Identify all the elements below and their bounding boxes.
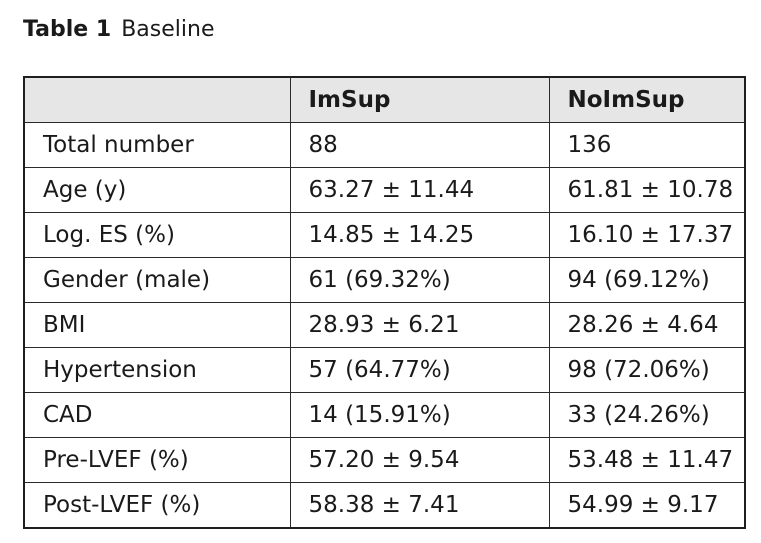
table-row: Gender (male) 61 (69.32%) 94 (69.12%): [23, 257, 746, 303]
row-label: CAD: [23, 392, 291, 438]
imsup-value: 14 (15.91%): [289, 392, 550, 438]
table-label: Table 1: [23, 17, 112, 42]
header-cell-empty: [23, 76, 291, 123]
header-cell-imsup: ImSup: [289, 76, 550, 123]
noimsup-value: 94 (69.12%): [548, 257, 746, 303]
imsup-value: 14.85 ± 14.25: [289, 212, 550, 258]
noimsup-value: 136: [548, 122, 746, 168]
noimsup-value: 33 (24.26%): [548, 392, 746, 438]
table-row: Post-LVEF (%) 58.38 ± 7.41 54.99 ± 9.17: [23, 482, 746, 529]
row-label: Pre-LVEF (%): [23, 437, 291, 483]
table-row: Log. ES (%) 14.85 ± 14.25 16.10 ± 17.37: [23, 212, 746, 258]
table-row: BMI 28.93 ± 6.21 28.26 ± 4.64: [23, 302, 746, 348]
imsup-value: 57 (64.77%): [289, 347, 550, 393]
table-row: Hypertension 57 (64.77%) 98 (72.06%): [23, 347, 746, 393]
imsup-value: 88: [289, 122, 550, 168]
row-label: Log. ES (%): [23, 212, 291, 258]
imsup-value: 57.20 ± 9.54: [289, 437, 550, 483]
table-caption: Table 1 Baseline: [23, 16, 214, 44]
noimsup-value: 16.10 ± 17.37: [548, 212, 746, 258]
imsup-value: 28.93 ± 6.21: [289, 302, 550, 348]
imsup-value: 61 (69.32%): [289, 257, 550, 303]
table-row: Total number 88 136: [23, 122, 746, 168]
row-label: Gender (male): [23, 257, 291, 303]
row-label: Hypertension: [23, 347, 291, 393]
table-row: CAD 14 (15.91%) 33 (24.26%): [23, 392, 746, 438]
noimsup-value: 61.81 ± 10.78: [548, 167, 746, 213]
baseline-table: ImSup NoImSup Total number 88 136 Age (y…: [23, 76, 746, 529]
table-title: Baseline: [121, 17, 215, 42]
row-label: Total number: [23, 122, 291, 168]
row-label: BMI: [23, 302, 291, 348]
table-row: Age (y) 63.27 ± 11.44 61.81 ± 10.78: [23, 167, 746, 213]
imsup-value: 58.38 ± 7.41: [289, 482, 550, 529]
table-header-row: ImSup NoImSup: [23, 76, 746, 123]
row-label: Post-LVEF (%): [23, 482, 291, 529]
table-row: Pre-LVEF (%) 57.20 ± 9.54 53.48 ± 11.47: [23, 437, 746, 483]
row-label: Age (y): [23, 167, 291, 213]
header-cell-noimsup: NoImSup: [548, 76, 746, 123]
noimsup-value: 54.99 ± 9.17: [548, 482, 746, 529]
noimsup-value: 98 (72.06%): [548, 347, 746, 393]
imsup-value: 63.27 ± 11.44: [289, 167, 550, 213]
noimsup-value: 53.48 ± 11.47: [548, 437, 746, 483]
noimsup-value: 28.26 ± 4.64: [548, 302, 746, 348]
